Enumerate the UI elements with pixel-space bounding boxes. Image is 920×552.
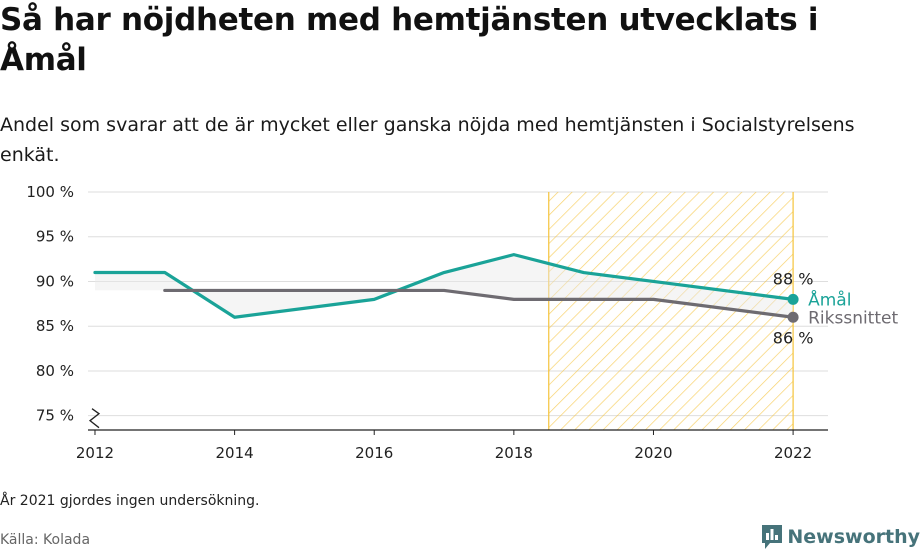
series-end-point-1 <box>787 311 799 323</box>
brand-name: Newsworthy <box>787 526 920 548</box>
chart-source: Källa: Kolada <box>0 532 91 548</box>
series-value-label-0: 88 % <box>773 269 814 288</box>
chat-bars-icon <box>762 525 783 549</box>
x-tick-label: 2012 <box>76 444 114 462</box>
series-value-label-1: 86 % <box>773 328 814 347</box>
y-tick-label: 95 % <box>36 228 74 246</box>
x-tick-label: 2014 <box>216 444 254 462</box>
x-tick-label: 2022 <box>774 444 812 462</box>
y-tick-label: 80 % <box>36 362 74 380</box>
x-tick-label: 2016 <box>355 444 393 462</box>
y-tick-label: 75 % <box>36 407 74 425</box>
y-tick-label: 90 % <box>36 272 74 290</box>
chart-subtitle: Andel som svarar att de är mycket eller … <box>0 114 855 166</box>
x-tick-label: 2018 <box>495 444 533 462</box>
y-tick-label: 100 % <box>26 183 74 201</box>
chart-title: Så har nöjdheten med hemtjänsten utveckl… <box>0 2 819 78</box>
chart-footnote: År 2021 gjordes ingen undersökning. <box>0 493 260 509</box>
newsworthy-logo: Newsworthy <box>761 522 920 552</box>
axis-break-mark <box>88 408 101 429</box>
series-name-label-0: Åmål <box>808 288 851 310</box>
series-gap-fill <box>94 254 794 318</box>
series-name-label-1: Rikssnittet <box>808 308 898 328</box>
series-end-point-0 <box>787 293 799 305</box>
series-line-0 <box>93 253 795 319</box>
series-line-1 <box>163 288 795 319</box>
y-tick-label: 85 % <box>36 317 74 335</box>
x-tick-label: 2020 <box>634 444 672 462</box>
